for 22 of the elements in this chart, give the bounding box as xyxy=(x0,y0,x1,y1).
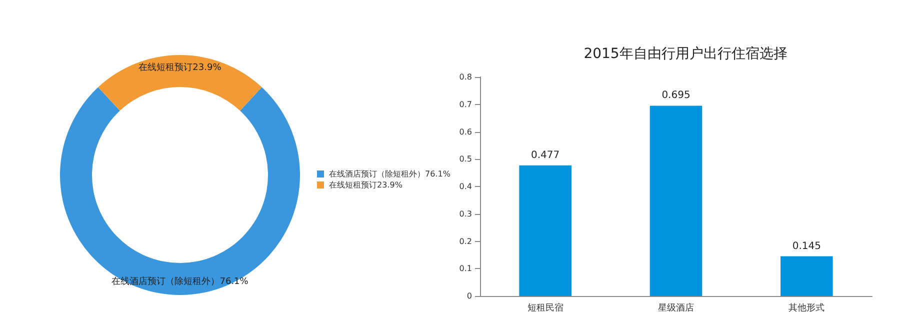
x-tick-label: 短租民宿 xyxy=(527,302,564,314)
y-tick-label: 0.5 xyxy=(459,154,472,164)
data-label: 0.477 xyxy=(531,150,560,161)
y-tick-label: 0.6 xyxy=(459,127,472,136)
data-label: 0.695 xyxy=(662,90,690,102)
y-tick-label: 0 xyxy=(466,292,472,300)
x-tick-label: 星级酒店 xyxy=(658,302,694,314)
legend-label: 在线酒店预订（除短租外）76.1% xyxy=(329,170,451,178)
legend-label: 在线短租预订23.9% xyxy=(329,180,403,190)
y-tick-label: 0.2 xyxy=(459,236,472,246)
slice-label: 在线短租预订23.9% xyxy=(138,62,222,73)
data-label: 0.145 xyxy=(792,240,821,252)
chart-title: 2015年自由行用户出行住宿选择 xyxy=(584,46,788,62)
y-tick-label: 0.7 xyxy=(459,100,472,109)
bar xyxy=(519,165,572,296)
bar xyxy=(650,106,702,296)
bar xyxy=(780,256,833,296)
y-tick-label: 0.1 xyxy=(459,264,472,274)
y-tick-label: 0.4 xyxy=(459,182,472,191)
y-tick-label: 0.8 xyxy=(459,72,472,82)
y-tick-label: 0.3 xyxy=(459,209,472,218)
x-tick-label: 其他形式 xyxy=(788,302,825,314)
